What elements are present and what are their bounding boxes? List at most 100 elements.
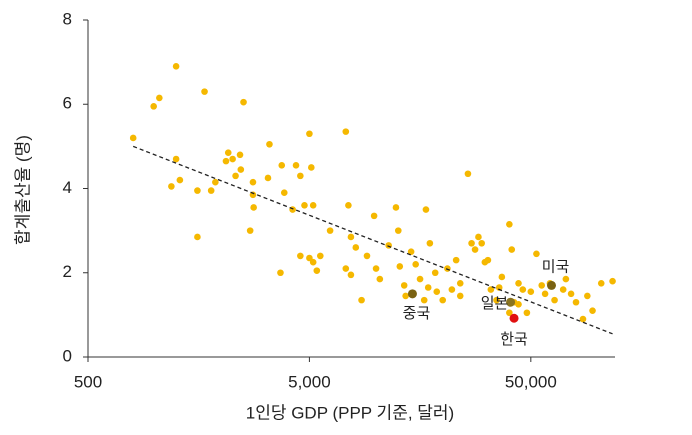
point [475, 233, 482, 241]
point [589, 307, 596, 314]
point [224, 149, 232, 156]
y-axis-title: 합계출산율 (명) [13, 135, 32, 245]
point [394, 227, 402, 234]
point [313, 267, 321, 274]
point [345, 202, 352, 209]
point [308, 164, 315, 171]
trend-line [132, 145, 613, 335]
point [292, 162, 300, 169]
point [407, 248, 415, 255]
point [266, 140, 273, 148]
point [363, 252, 371, 260]
point [237, 166, 245, 173]
point [207, 187, 215, 194]
point [562, 275, 570, 283]
point [506, 221, 513, 228]
point [317, 252, 324, 260]
point [433, 288, 441, 296]
point [426, 239, 434, 247]
point [309, 258, 317, 266]
highlight-point [407, 289, 417, 299]
y-tick-label: 4 [63, 178, 72, 197]
point [342, 128, 350, 135]
point [478, 239, 485, 247]
highlight-label: 한국 [500, 331, 528, 348]
point [309, 202, 317, 209]
point [172, 155, 180, 163]
point [347, 271, 355, 279]
y-tick-label: 0 [63, 346, 72, 365]
x-tick-label: 500 [74, 372, 102, 391]
point [400, 282, 408, 289]
point [551, 296, 558, 304]
point [342, 265, 350, 272]
point [452, 256, 460, 264]
highlight-point [506, 297, 516, 307]
point [439, 296, 447, 304]
point [201, 88, 208, 95]
point [579, 315, 587, 323]
point [471, 246, 479, 253]
point [229, 155, 236, 163]
point [249, 178, 257, 186]
point [280, 189, 288, 197]
point [172, 63, 180, 70]
point [584, 292, 591, 300]
point [416, 275, 424, 283]
y-tick-label: 2 [63, 262, 72, 281]
point [264, 174, 272, 182]
point [597, 279, 605, 287]
point [444, 265, 451, 272]
point [297, 252, 304, 260]
highlight-label: 미국 [542, 258, 570, 275]
point [609, 277, 616, 285]
point [212, 178, 219, 186]
point [506, 309, 513, 317]
point [456, 292, 464, 300]
point [456, 279, 464, 287]
point [515, 301, 522, 308]
point [347, 233, 355, 241]
point [468, 239, 475, 247]
point [352, 244, 360, 251]
point [392, 204, 400, 211]
point [527, 288, 535, 296]
point [278, 162, 286, 169]
point [277, 269, 284, 277]
point [523, 309, 531, 317]
point [194, 233, 201, 241]
point [150, 103, 157, 110]
point [156, 94, 163, 102]
point [358, 296, 365, 304]
point [422, 206, 430, 213]
point [508, 246, 516, 253]
point [431, 269, 439, 277]
point [402, 292, 409, 300]
x-axis-title: 1인당 GDP (PPP 기준, 달러) [246, 403, 454, 422]
point [194, 187, 201, 194]
y-tick-label: 6 [63, 94, 72, 113]
highlight-point [509, 313, 519, 323]
point [559, 286, 567, 293]
point [326, 227, 334, 234]
point [519, 286, 527, 293]
point [306, 254, 313, 262]
point [376, 275, 384, 283]
point [246, 227, 254, 234]
point [424, 284, 432, 291]
highlight-point [547, 280, 557, 290]
point [412, 261, 419, 268]
point [370, 212, 378, 220]
point [297, 172, 304, 180]
point [515, 279, 522, 287]
point [372, 265, 380, 272]
point [236, 151, 244, 159]
point [222, 157, 230, 165]
point [250, 204, 257, 211]
point [129, 134, 137, 142]
point [448, 286, 456, 293]
point [487, 286, 495, 293]
point [176, 176, 184, 184]
point [495, 284, 503, 291]
point [533, 250, 540, 258]
